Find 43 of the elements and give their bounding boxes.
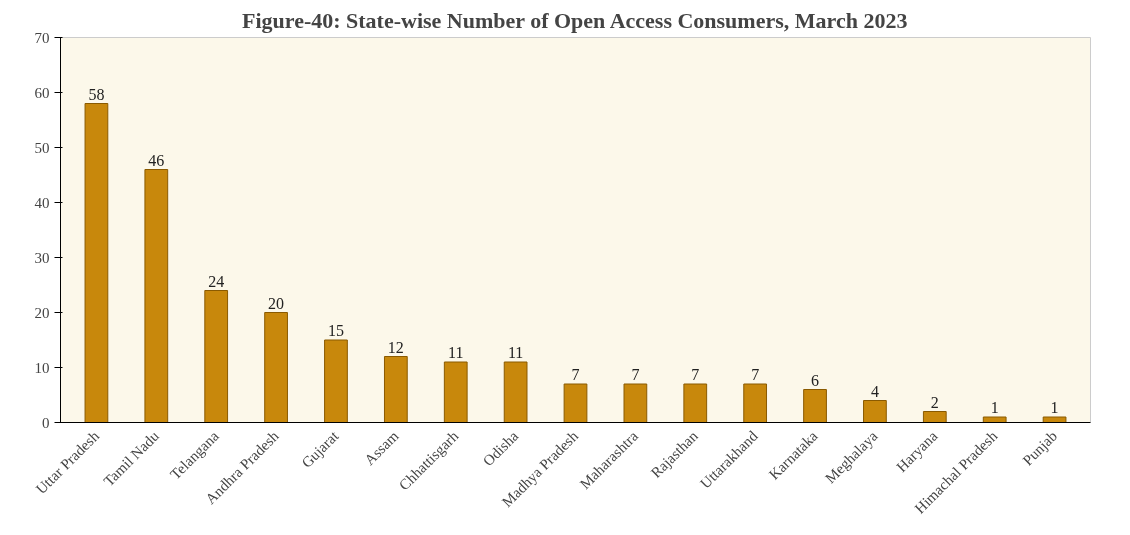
data-label: 7 bbox=[751, 366, 760, 383]
data-label: 24 bbox=[208, 272, 225, 290]
data-label: 7 bbox=[631, 366, 640, 383]
data-label: 7 bbox=[691, 366, 700, 383]
y-tick-label: 40 bbox=[34, 194, 50, 211]
y-tick-label: 20 bbox=[34, 304, 50, 321]
bar bbox=[743, 383, 768, 423]
data-label: 7 bbox=[571, 366, 580, 383]
y-tick-label: 30 bbox=[34, 249, 50, 266]
bar bbox=[264, 312, 288, 423]
y-tick-label: 50 bbox=[34, 139, 50, 156]
data-label: 12 bbox=[387, 338, 404, 356]
data-label: 2 bbox=[930, 393, 939, 411]
data-label: 1 bbox=[1050, 399, 1059, 416]
chart-title: Figure-40: State-wise Number of Open Access Consumers, March 2023 bbox=[241, 7, 908, 33]
bar bbox=[144, 169, 169, 423]
bar bbox=[803, 389, 827, 423]
bar bbox=[982, 416, 1007, 423]
data-label: 46 bbox=[148, 151, 165, 169]
bar bbox=[683, 383, 708, 423]
bar bbox=[863, 400, 887, 423]
bar bbox=[922, 411, 947, 423]
data-label: 1 bbox=[990, 399, 999, 416]
bar bbox=[1042, 416, 1067, 423]
data-label: 58 bbox=[88, 85, 105, 103]
data-label: 4 bbox=[870, 382, 879, 400]
bar bbox=[84, 103, 109, 423]
data-label: 11 bbox=[507, 344, 524, 361]
bar bbox=[383, 356, 408, 423]
bar bbox=[563, 383, 588, 423]
data-label: 11 bbox=[448, 344, 464, 361]
y-tick-label: 70 bbox=[34, 29, 50, 46]
y-tick-label: 0 bbox=[42, 414, 50, 431]
bar bbox=[623, 383, 648, 423]
y-tick-label: 60 bbox=[34, 84, 50, 101]
data-label: 20 bbox=[268, 294, 285, 312]
bar bbox=[443, 361, 468, 423]
data-label: 6 bbox=[811, 371, 820, 389]
y-tick-label: 10 bbox=[34, 359, 50, 376]
bar bbox=[204, 290, 229, 423]
data-label: 15 bbox=[327, 322, 344, 339]
bar bbox=[324, 339, 348, 423]
bar bbox=[503, 361, 528, 423]
